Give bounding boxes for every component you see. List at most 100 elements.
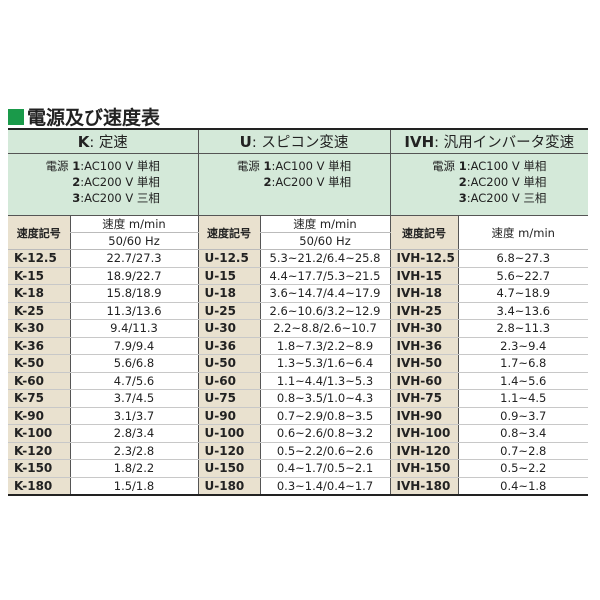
power-number: 2 bbox=[458, 175, 467, 189]
speed-value: 0.8~3.5/1.0~4.3 bbox=[259, 389, 390, 408]
group-code: K bbox=[77, 133, 90, 151]
speed-value: 0.6~2.6/0.8~3.2 bbox=[259, 424, 390, 443]
speed-value: 1.8/2.2 bbox=[69, 459, 198, 478]
power-value: AC100 V 単相 bbox=[470, 159, 547, 173]
table-row: K-15 18.9/22.7 U-15 4.4~17.7/5.3~21.5 IVH-15… bbox=[8, 267, 588, 285]
speed-value: 2.3/2.8 bbox=[69, 442, 198, 460]
table-row: K-30 9.4/11.3 U-30 2.2~8.8/2.6~10.7 IVH-30 2.… bbox=[8, 319, 588, 338]
speed-code: U-100 bbox=[197, 424, 260, 443]
speed-value: 11.3/13.6 bbox=[69, 302, 198, 320]
speed-header: 速度 m/min bbox=[457, 215, 588, 250]
power-value: AC200 V 単相 bbox=[275, 175, 352, 189]
speed-code: IVH-36 bbox=[389, 337, 458, 355]
freq-header: 50/60 Hz bbox=[69, 232, 198, 250]
speed-code: K-100 bbox=[8, 424, 70, 443]
speed-value: 0.3~1.4/0.4~1.7 bbox=[259, 477, 390, 495]
speed-code: IVH-75 bbox=[389, 389, 458, 408]
speed-code: IVH-60 bbox=[389, 372, 458, 390]
speed-code: K-50 bbox=[8, 354, 70, 373]
power-row: 電源 1:AC100 V 単相 2:AC200 V 単相 3:AC200 V 三相電… bbox=[8, 153, 588, 216]
speed-code: K-150 bbox=[8, 459, 70, 478]
power-number: 1 bbox=[72, 159, 81, 173]
speed-code: U-36 bbox=[197, 337, 260, 355]
speed-value: 0.8~3.4 bbox=[457, 424, 588, 443]
table-row: K-90 3.1/3.7 U-90 0.7~2.9/0.8~3.5 IVH-90 0.9~… bbox=[8, 407, 588, 425]
speed-code: K-15 bbox=[8, 267, 70, 285]
speed-code: K-12.5 bbox=[8, 249, 70, 268]
speed-value: 0.4~1.8 bbox=[457, 477, 588, 495]
speed-value: 18.9/22.7 bbox=[69, 267, 198, 285]
speed-code: U-50 bbox=[197, 354, 260, 373]
speed-value: 1.5/1.8 bbox=[69, 477, 198, 495]
speed-value: 0.7~2.9/0.8~3.5 bbox=[259, 407, 390, 425]
power-number: 2 bbox=[72, 175, 81, 189]
speed-value: 3.1/3.7 bbox=[69, 407, 198, 425]
speed-value: 3.4~13.6 bbox=[457, 302, 588, 320]
speed-value: 2.3~9.4 bbox=[457, 337, 588, 355]
power-spec: 電源 1:AC100 V 単相 2:AC200 V 単相 bbox=[197, 153, 390, 216]
speed-code: K-60 bbox=[8, 372, 70, 390]
speed-value: 4.7~18.9 bbox=[457, 284, 588, 303]
speed-value: 1.4~5.6 bbox=[457, 372, 588, 390]
freq-header: 50/60 Hz bbox=[259, 232, 390, 250]
speed-value: 5.6~22.7 bbox=[457, 267, 588, 285]
speed-value: 0.4~1.7/0.5~2.1 bbox=[259, 459, 390, 478]
speed-value: 2.8~11.3 bbox=[457, 319, 588, 338]
speed-code: IVH-30 bbox=[389, 319, 458, 338]
table-row: K-25 11.3/13.6 U-25 2.6~10.6/3.2~12.9 IVH-25… bbox=[8, 302, 588, 320]
power-number: 3 bbox=[72, 191, 81, 205]
speed-code: IVH-18 bbox=[389, 284, 458, 303]
speed-code: U-90 bbox=[197, 407, 260, 425]
title-text: 電源及び速度表 bbox=[27, 107, 161, 129]
speed-value: 2.6~10.6/3.2~12.9 bbox=[259, 302, 390, 320]
speed-code: K-180 bbox=[8, 477, 70, 495]
freq-header-row: 50/60 Hz 50/60 Hz bbox=[8, 232, 588, 250]
speed-value: 0.7~2.8 bbox=[457, 442, 588, 460]
power-spec: 電源 1:AC100 V 単相 2:AC200 V 単相 3:AC200 V 三相 bbox=[389, 153, 588, 216]
table-row: K-18 15.8/18.9 U-18 3.6~14.7/4.4~17.9 IVH-18… bbox=[8, 284, 588, 303]
speed-value: 0.5~2.2/0.6~2.6 bbox=[259, 442, 390, 460]
table-row: K-36 7.9/9.4 U-36 1.8~7.3/2.2~8.9 IVH-36 2.3~… bbox=[8, 337, 588, 355]
power-value: AC200 V 単相 bbox=[470, 175, 547, 189]
speed-code: IVH-50 bbox=[389, 354, 458, 373]
speed-header: 速度 m/min bbox=[259, 215, 390, 233]
speed-code: K-25 bbox=[8, 302, 70, 320]
code-header: 速度記号 bbox=[197, 215, 260, 250]
speed-code: U-15 bbox=[197, 267, 260, 285]
table-row: K-75 3.7/4.5 U-75 0.8~3.5/1.0~4.3 IVH-75 1.1~… bbox=[8, 389, 588, 408]
table-row: K-50 5.6/6.8 U-50 1.3~5.3/1.6~6.4 IVH-50 1.7~… bbox=[8, 354, 588, 373]
power-label: 電源 bbox=[45, 159, 69, 173]
power-number: 2 bbox=[263, 175, 272, 189]
speed-code: K-30 bbox=[8, 319, 70, 338]
speed-value: 3.6~14.7/4.4~17.9 bbox=[259, 284, 390, 303]
speed-code: IVH-180 bbox=[389, 477, 458, 495]
power-value: AC200 V 三相 bbox=[470, 191, 547, 205]
table-row: K-150 1.8/2.2 U-150 0.4~1.7/0.5~2.1 IVH-150 0… bbox=[8, 459, 588, 478]
speed-code: U-18 bbox=[197, 284, 260, 303]
speed-header: 速度 m/min bbox=[69, 215, 198, 233]
power-value: AC200 V 三相 bbox=[84, 191, 160, 205]
power-label: 電源 bbox=[236, 159, 260, 173]
speed-code: IVH-120 bbox=[389, 442, 458, 460]
code-header: 速度記号 bbox=[389, 215, 458, 250]
speed-value: 2.8/3.4 bbox=[69, 424, 198, 443]
speed-value: 22.7/27.3 bbox=[69, 249, 198, 268]
speed-value: 1.3~5.3/1.6~6.4 bbox=[259, 354, 390, 373]
speed-value: 5.6/6.8 bbox=[69, 354, 198, 373]
speed-code: K-18 bbox=[8, 284, 70, 303]
speed-value: 1.8~7.3/2.2~8.9 bbox=[259, 337, 390, 355]
speed-code: U-12.5 bbox=[197, 249, 260, 268]
group-name: 定速 bbox=[98, 135, 128, 151]
power-number: 3 bbox=[458, 191, 467, 205]
group-title-u: U: スピコン変速 bbox=[197, 129, 390, 154]
speed-value: 2.2~8.8/2.6~10.7 bbox=[259, 319, 390, 338]
speed-code: U-150 bbox=[197, 459, 260, 478]
speed-code: IVH-150 bbox=[389, 459, 458, 478]
speed-value: 9.4/11.3 bbox=[69, 319, 198, 338]
table-row: K-180 1.5/1.8 U-180 0.3~1.4/0.4~1.7 IVH-180 0… bbox=[8, 477, 588, 495]
speed-code: K-90 bbox=[8, 407, 70, 425]
speed-code: K-120 bbox=[8, 442, 70, 460]
speed-value: 7.9/9.4 bbox=[69, 337, 198, 355]
speed-value: 6.8~27.3 bbox=[457, 249, 588, 268]
speed-code: U-30 bbox=[197, 319, 260, 338]
